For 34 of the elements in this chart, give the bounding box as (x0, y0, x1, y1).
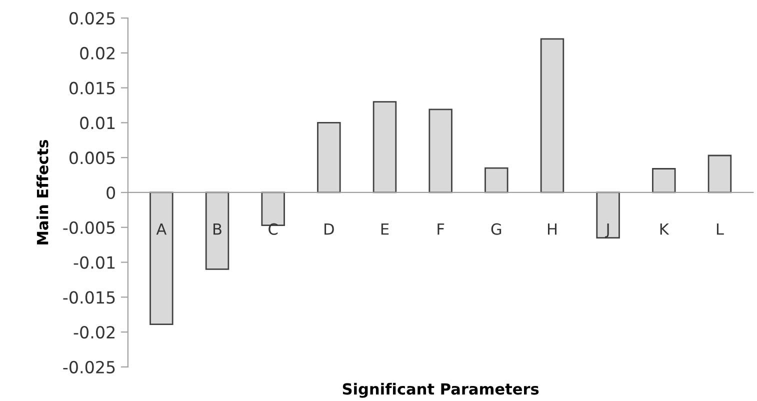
bar (596, 192, 620, 239)
bar (317, 122, 341, 194)
bar (708, 154, 732, 194)
x-tick-label: G (491, 223, 502, 235)
x-tick-label: F (438, 224, 444, 235)
bar (428, 108, 452, 194)
x-tick-label: J (605, 224, 609, 238)
y-tick-label: -0.005 (63, 221, 115, 234)
bar (150, 192, 174, 326)
y-tick-label: -0.01 (74, 256, 115, 269)
x-axis-title: Significant Parameters (342, 382, 539, 398)
x-tick-label: E (381, 224, 389, 235)
y-tick-label: 0.025 (70, 12, 115, 25)
y-tick-label: 0 (106, 186, 116, 200)
bar (372, 101, 397, 194)
y-tick-label: 0.02 (80, 46, 114, 60)
bar (205, 192, 230, 270)
x-tick-label: A (156, 224, 167, 235)
bar (540, 38, 564, 194)
y-tick-label: 0.01 (80, 116, 115, 130)
y-tick-label: -0.025 (63, 360, 115, 374)
x-tick-label: B (214, 224, 222, 235)
y-tick-label: -0.015 (63, 291, 115, 304)
x-tick-label: C (268, 223, 278, 235)
x-tick-label: D (324, 224, 334, 235)
y-tick-label: -0.02 (74, 326, 114, 339)
y-axis-title: Main Effects (36, 140, 48, 244)
bar (484, 167, 508, 194)
x-tick-label: L (716, 224, 724, 235)
y-tick-label: 0.005 (70, 152, 115, 164)
y-tick-label: 0.015 (70, 82, 115, 94)
bar (652, 168, 676, 194)
x-tick-label: H (548, 224, 556, 235)
x-tick-label: K (660, 224, 670, 235)
